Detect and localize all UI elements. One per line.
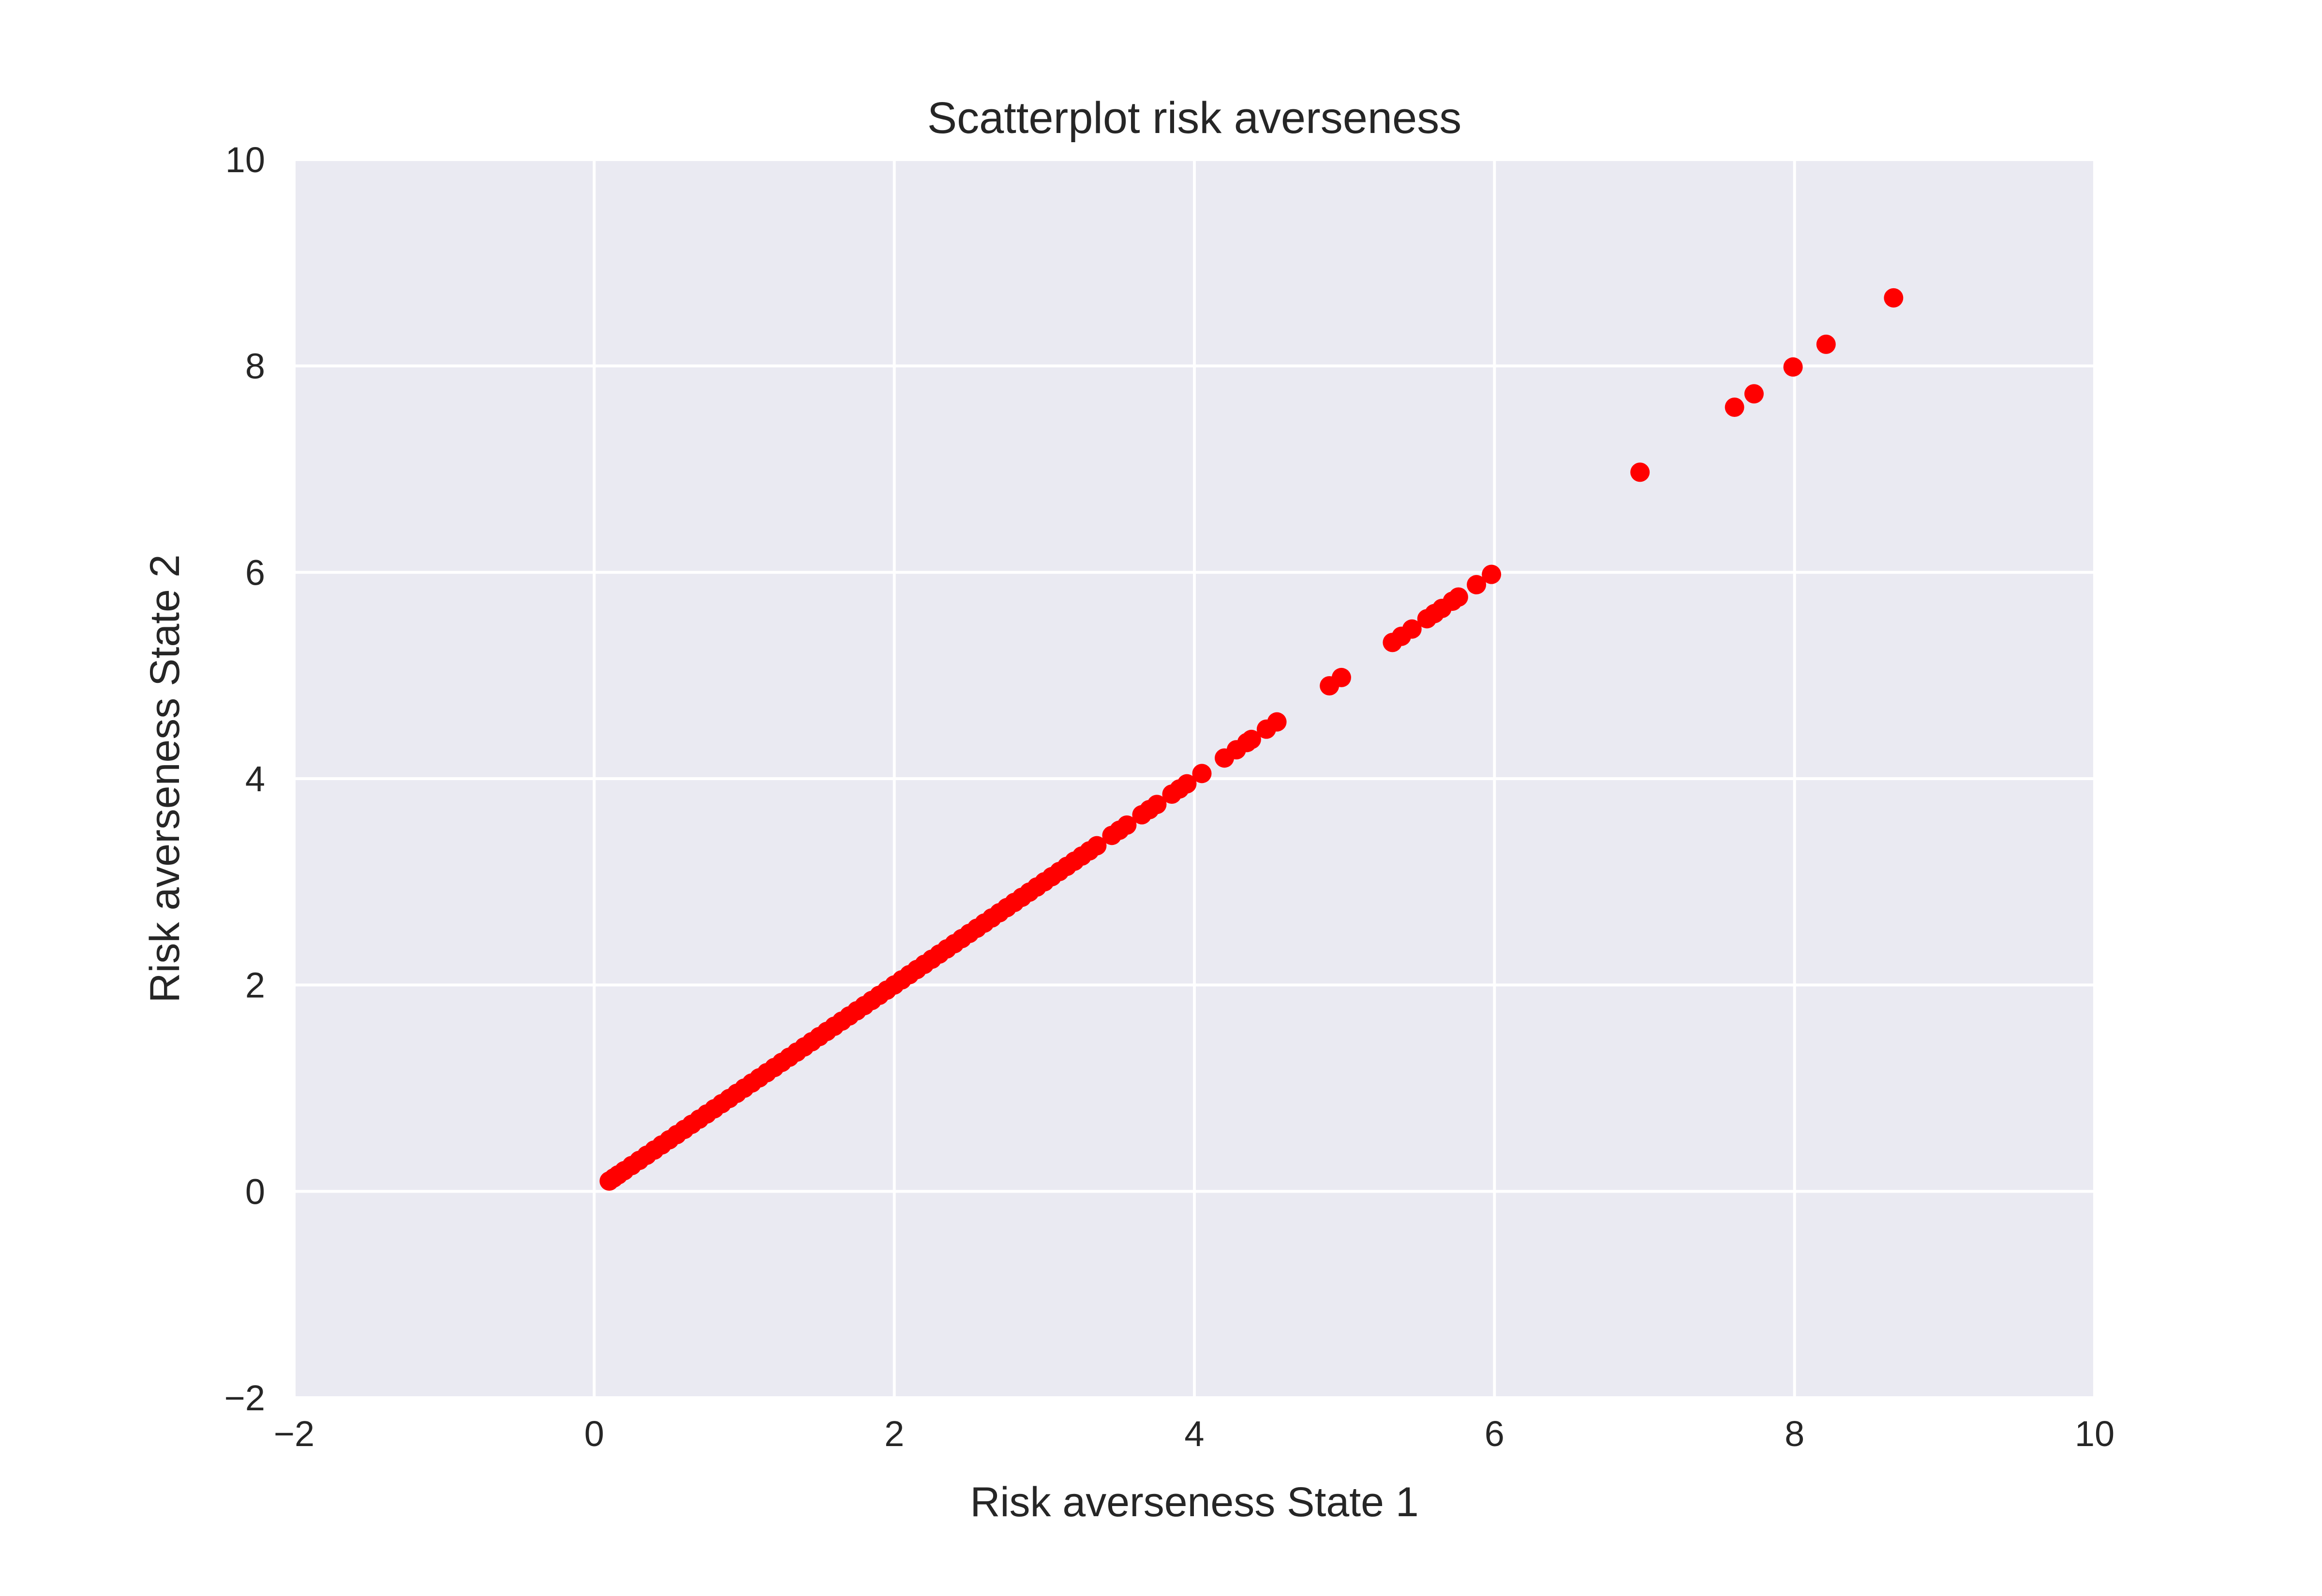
scatter-point <box>1192 764 1212 783</box>
x-axis-title: Risk averseness State 1 <box>970 1479 1418 1525</box>
y-axis-title: Risk averseness State 2 <box>142 554 188 1003</box>
y-tick-label: 8 <box>245 346 265 386</box>
y-tick-label: 0 <box>245 1171 265 1212</box>
y-tick-label: −2 <box>224 1378 265 1418</box>
scatter-point <box>1331 667 1351 687</box>
x-tick-label: 8 <box>1785 1414 1804 1454</box>
y-tick-label: 4 <box>245 759 265 799</box>
scatter-point <box>1117 815 1137 835</box>
scatter-point <box>1816 334 1836 354</box>
scatter-point <box>1241 729 1261 749</box>
scatter-point <box>1783 357 1803 377</box>
scatter-point <box>1087 836 1107 856</box>
scatter-point <box>1267 712 1287 732</box>
scatter-point <box>1448 587 1468 607</box>
y-tick-label: 2 <box>245 965 265 1005</box>
y-tick-labels: −2 0 2 4 6 8 10 <box>224 140 265 1418</box>
scatter-point <box>1482 564 1502 584</box>
scatter-point <box>1744 384 1764 404</box>
scatter-point <box>1725 398 1744 417</box>
x-tick-labels: −2 0 2 4 6 8 10 <box>274 1414 2114 1454</box>
scatter-points <box>599 288 1904 1191</box>
x-tick-label: 10 <box>2075 1414 2114 1454</box>
scatter-point <box>1177 774 1197 794</box>
scatter-point <box>1147 795 1167 814</box>
chart-title: Scatterplot risk averseness <box>927 93 1461 143</box>
scatter-point <box>1402 619 1422 639</box>
x-tick-label: 6 <box>1485 1414 1504 1454</box>
x-tick-label: 4 <box>1184 1414 1204 1454</box>
x-tick-label: −2 <box>274 1414 314 1454</box>
x-tick-label: 0 <box>584 1414 604 1454</box>
scatter-point <box>1630 462 1650 482</box>
x-tick-label: 2 <box>884 1414 904 1454</box>
scatter-point <box>1467 575 1487 594</box>
scatter-point <box>1884 288 1904 308</box>
y-tick-label: 6 <box>245 552 265 592</box>
y-tick-label: 10 <box>225 140 265 180</box>
